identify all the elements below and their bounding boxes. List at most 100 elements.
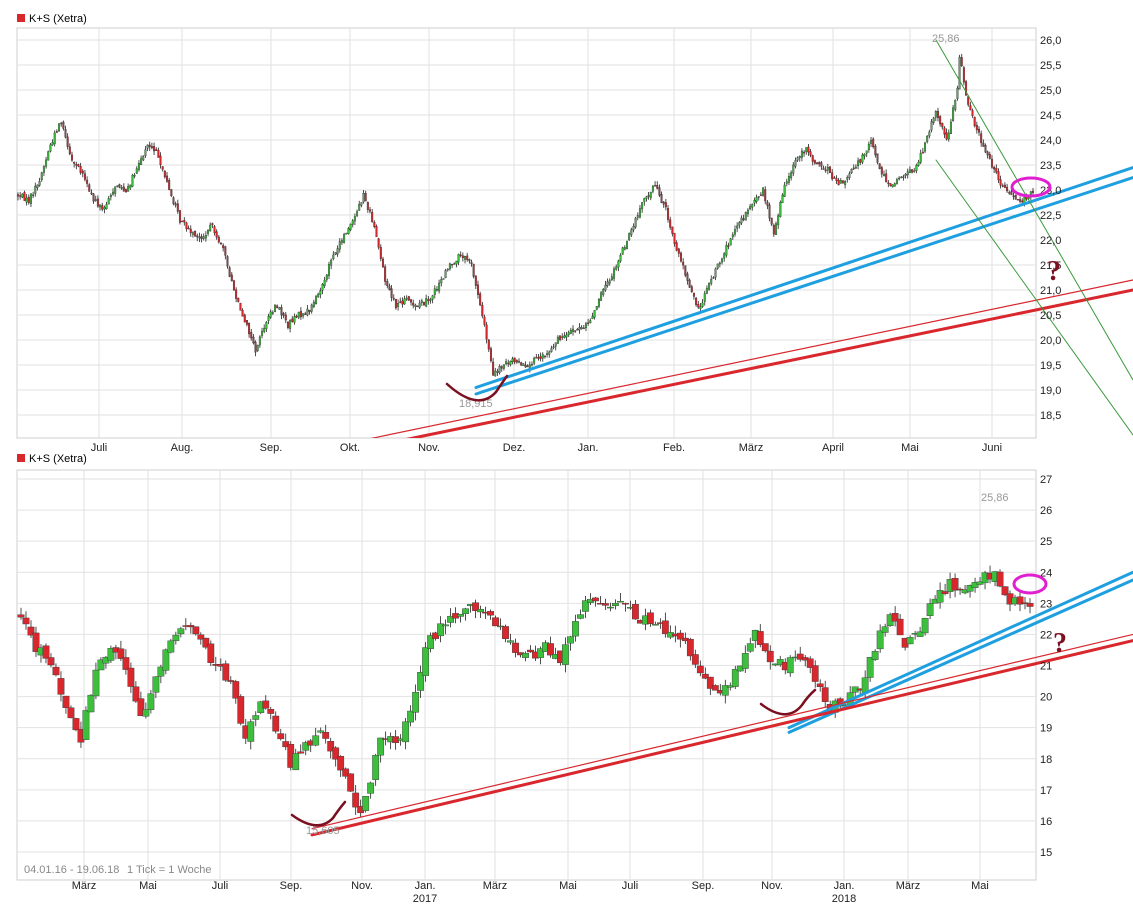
daily-trendlines [370,39,1133,438]
candle-body [889,183,892,187]
y-tick-label: 18,5 [1040,410,1061,422]
candle-body [103,207,106,210]
candle-body [27,626,35,636]
candle-body [686,638,694,657]
candle-body [900,176,903,179]
candle-body [612,603,619,606]
candle-body [1003,184,1006,188]
candle-body [777,215,780,226]
candle-body [472,602,479,611]
candle-body [72,718,80,731]
candle-body [676,632,684,640]
candle-body [1014,194,1017,200]
candle-body [945,132,948,140]
candle-body [32,632,40,652]
candle-body [859,159,862,163]
candle-body [472,263,475,277]
candle-body [90,192,93,195]
candle-body [976,581,984,585]
candle-body [617,260,620,268]
candle-body [772,224,775,235]
candle-body [317,293,320,298]
candle-body [975,125,978,131]
candle-body [617,600,624,603]
candle-body [377,737,385,756]
candle-body [561,336,564,339]
candle-body [163,170,166,178]
candle-body [679,252,682,262]
x-tick-label: Jan. [578,442,599,454]
candle-body [319,290,322,295]
candle-body [651,185,654,192]
candle-body [118,184,121,188]
candle-body [86,179,89,184]
candle-body [332,254,335,260]
candle-body [94,199,97,201]
candle-body [721,685,729,696]
candle-body [137,163,140,170]
candle-body [107,198,110,205]
candle-body [746,209,749,214]
candle-body [297,751,305,754]
candle-body [425,298,428,307]
y-tick-label: 24 [1040,567,1052,579]
candle-body [1016,596,1024,605]
candle-body [356,211,359,216]
x-tick-label: März [739,442,763,454]
daily-chart-panel: 26,025,525,024,524,023,523,022,522,021,5… [16,13,1133,454]
candle-body [51,142,54,146]
candle-body [731,669,739,687]
candle-body [276,305,279,309]
candle-body [806,658,814,668]
candle-body [289,320,292,329]
x-tick-label: Mai [139,880,157,892]
candle-body [746,643,754,652]
candle-body [327,741,335,752]
candle-body [209,224,212,232]
candle-body [334,252,337,255]
candle-body [753,199,756,204]
candle-body [768,204,771,219]
x-tick-label: Dez. [503,442,526,454]
candle-body [62,121,65,129]
candle-body [824,169,827,172]
candle-body [172,634,180,642]
candle-body [337,756,345,771]
candle-body [243,314,246,323]
candle-body [291,318,294,322]
candle-body [844,180,847,185]
candle-body [420,300,423,303]
candle-body [796,653,804,660]
candle-body [194,231,197,237]
candle-body [178,210,181,223]
x-tick-label: Nov. [761,880,783,892]
daily-high-label: 25,86 [932,33,960,45]
candle-body [567,332,570,336]
candle-body [133,174,136,177]
y-tick-label: 27 [1040,474,1052,486]
candle-body [926,136,929,142]
candle-body [986,151,989,156]
candle-body [241,309,244,317]
candle-body [170,189,173,197]
candle-body [565,334,568,338]
y-tick-label: 20,0 [1040,335,1061,347]
candle-body [761,643,769,652]
candle-body [941,122,944,128]
candle-body [589,320,592,323]
candle-body [269,311,272,318]
candle-body [487,339,490,350]
candle-body [366,201,369,210]
candle-body [204,235,207,239]
candle-body [202,236,205,239]
candle-body [442,624,449,627]
candle-body [755,197,758,202]
candle-body [34,185,37,194]
candle-body [971,582,979,588]
candle-body [197,634,205,640]
candle-body [1021,200,1024,203]
candle-body [364,193,367,202]
trendline [474,176,1133,396]
candle-body [537,648,544,658]
candle-body [492,361,495,376]
